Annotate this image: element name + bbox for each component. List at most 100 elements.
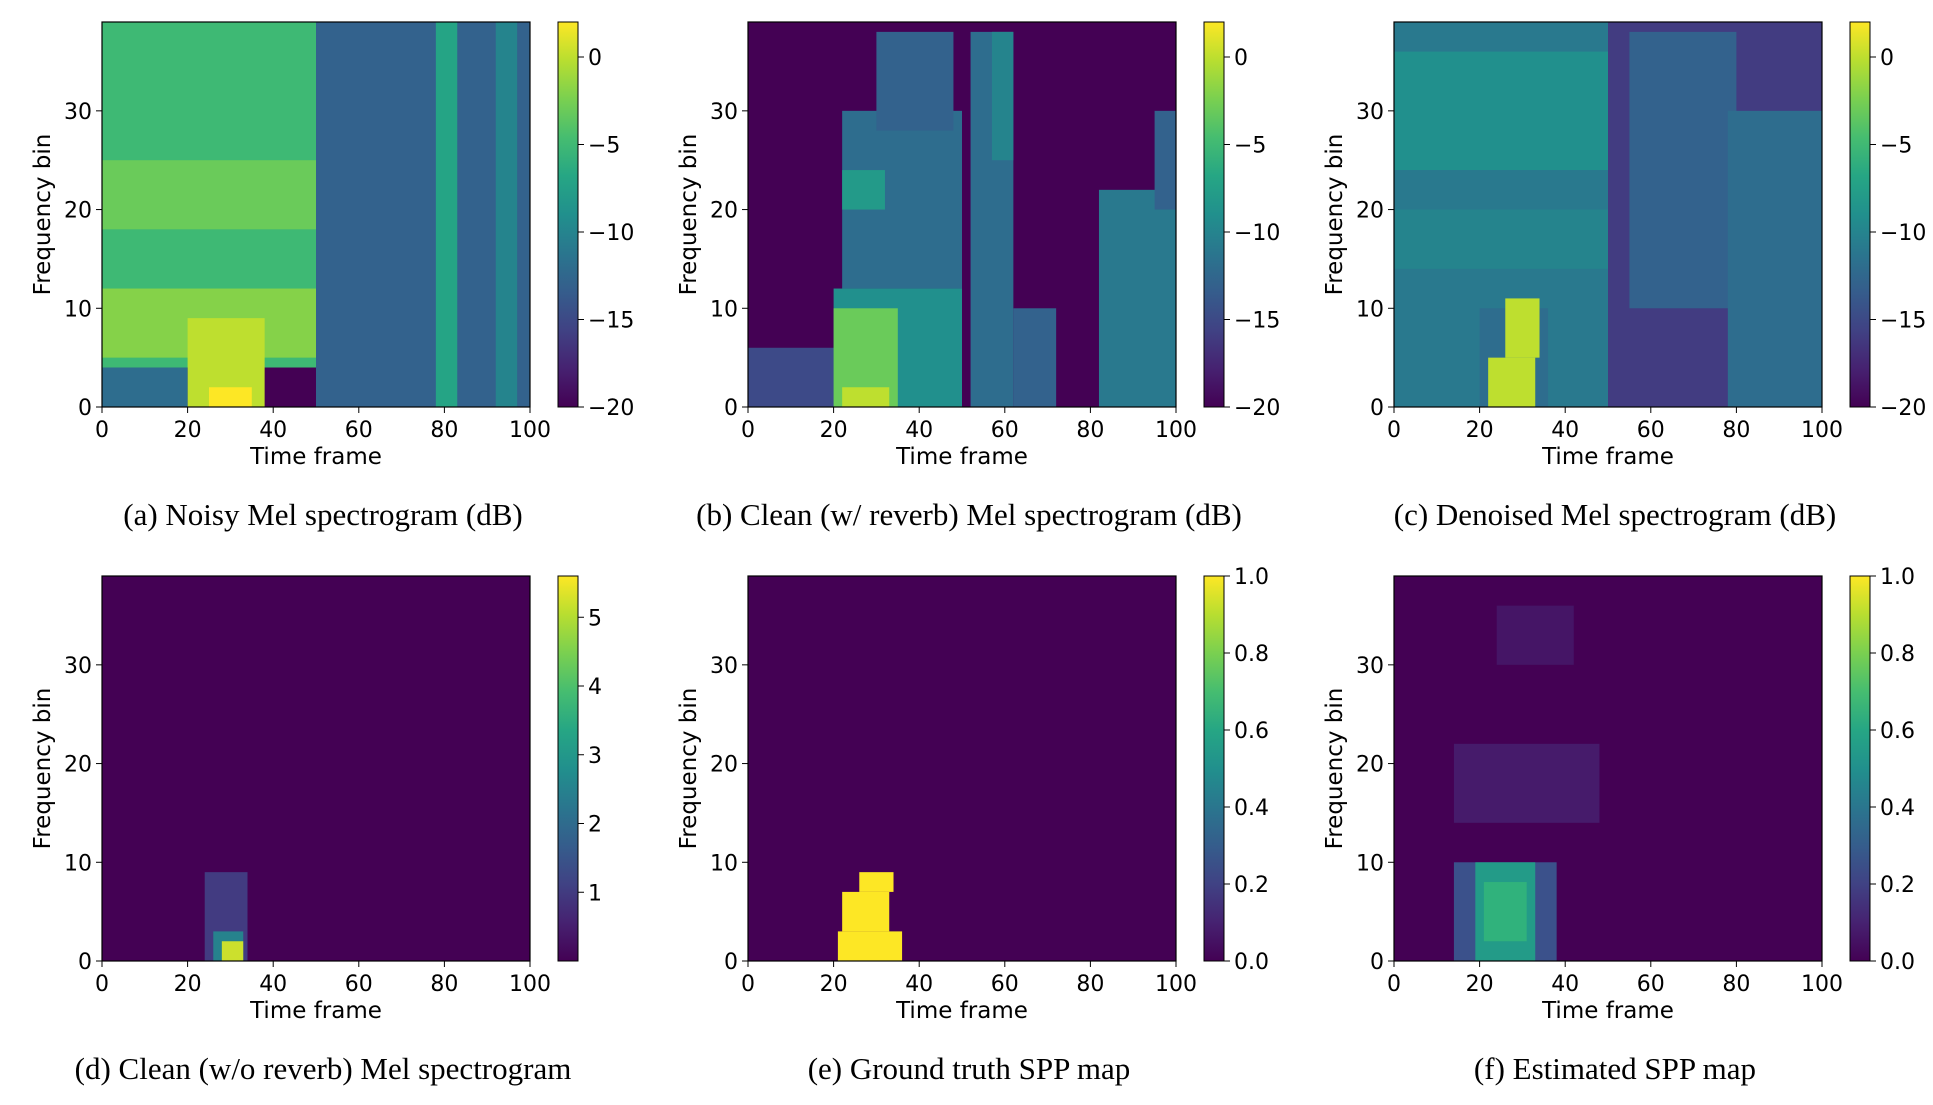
panel-b-region-0 <box>748 347 834 407</box>
panel-a-xtick-label: 40 <box>259 418 287 443</box>
panel-d-ytick-label: 20 <box>64 753 92 778</box>
panel-f-caption: (f) Estimated SPP map <box>1473 1051 1757 1086</box>
panel-d-caption: (d) Clean (w/o reverb) Mel spectrogram <box>74 1051 572 1086</box>
panel-d-xtick-label: 80 <box>430 972 458 997</box>
panel-e-region-1 <box>842 891 890 932</box>
panel-b-axes-frame <box>747 21 1177 408</box>
panel-c-colorbar-tick-label: −20 <box>1880 396 1926 421</box>
panel-c-xtick-label: 100 <box>1801 418 1843 443</box>
panel-c-ytick-label: 20 <box>1356 199 1384 224</box>
panel-e-ytick-label: 20 <box>710 753 738 778</box>
panel-d-colorbar-tick-label: 4 <box>588 675 602 700</box>
panel-a-colorbar <box>557 21 579 408</box>
panel-c-region-2 <box>1394 209 1608 269</box>
panel-b-xtick-label: 20 <box>820 418 848 443</box>
panel-f-chart: 0 20 40 60 80 100 0 10 20 30 Time frame Frequency b… <box>1322 565 1915 1024</box>
panel-e-background <box>748 576 1176 961</box>
panel-f-xtick-label: 40 <box>1551 972 1579 997</box>
panel-a-axes-frame <box>101 21 531 408</box>
panel-f-axes-frame <box>1393 575 1823 962</box>
panel-b-ytick-label: 10 <box>710 297 738 322</box>
panel-b-xtick-label: 80 <box>1076 418 1104 443</box>
panel-e-xtick-label: 80 <box>1076 972 1104 997</box>
panel-f-region-4 <box>1483 882 1527 942</box>
panel-a-xtick-label: 100 <box>509 418 551 443</box>
panel-a-caption: (a) Noisy Mel spectrogram (dB) <box>123 497 523 532</box>
panel-c-ytick-label: 30 <box>1356 100 1384 125</box>
panel-e-colorbar <box>1203 575 1225 962</box>
panel-e-ylabel: Frequency bin <box>676 688 702 850</box>
panel-c-xtick-label: 40 <box>1551 418 1579 443</box>
panel-d-xtick-label: 40 <box>259 972 287 997</box>
panel-b-region-9 <box>1013 308 1057 407</box>
panel-b-region-6 <box>842 170 885 210</box>
panel-a-xtick-label: 0 <box>95 418 109 443</box>
panel-c-region-1 <box>1394 51 1608 171</box>
panel-b-ylabel: Frequency bin <box>676 134 702 296</box>
panel-f-ytick-label: 30 <box>1356 654 1384 679</box>
panel-d-colorbar <box>557 575 579 962</box>
panel-a-xtick-label: 80 <box>430 418 458 443</box>
panel-b-colorbar-tick-label: −20 <box>1234 396 1280 421</box>
panel-b-colorbar-tick-label: −15 <box>1234 309 1280 334</box>
panel-b-region-5 <box>842 387 890 407</box>
panel-c-xtick-label: 20 <box>1466 418 1494 443</box>
panel-b-xtick-label: 100 <box>1155 418 1197 443</box>
panel-c-ytick-label: 0 <box>1370 396 1384 421</box>
panel-b-ytick-label: 30 <box>710 100 738 125</box>
panel-a-colorbar-tick-label: −5 <box>588 134 620 159</box>
panel-a-xtick-label: 60 <box>345 418 373 443</box>
panel-d-colorbar-tick-label: 5 <box>588 606 602 631</box>
panel-e-ytick-label: 30 <box>710 654 738 679</box>
panel-d-xtick-label: 60 <box>345 972 373 997</box>
panel-c-xtick-label: 60 <box>1637 418 1665 443</box>
panel-e-colorbar-tick-label: 0.6 <box>1234 719 1269 744</box>
panel-d-xlabel: Time frame <box>249 998 382 1024</box>
panel-f-ytick-label: 20 <box>1356 753 1384 778</box>
panel-e-region-0 <box>837 931 903 961</box>
panel-f-ytick-label: 0 <box>1370 950 1384 975</box>
panel-f-ylabel: Frequency bin <box>1322 688 1348 850</box>
panel-e-xtick-label: 40 <box>905 972 933 997</box>
panel-d-colorbar-tick-label: 1 <box>588 881 602 906</box>
panel-a-colorbar-tick-label: −10 <box>588 221 634 246</box>
panel-c-region-4 <box>1488 357 1536 407</box>
panel-a-ylabel: Frequency bin <box>30 134 56 296</box>
panel-d-xtick-label: 0 <box>95 972 109 997</box>
panel-a-region-7 <box>435 22 458 407</box>
panel-f-colorbar-tick-label: 0.0 <box>1880 950 1915 975</box>
panel-c-ytick-label: 10 <box>1356 297 1384 322</box>
panel-d-colorbar-tick-label: 3 <box>588 744 602 769</box>
panel-c-colorbar-tick-label: −15 <box>1880 309 1926 334</box>
panel-e-xtick-label: 0 <box>741 972 755 997</box>
panel-e-colorbar-tick-label: 1.0 <box>1234 565 1269 590</box>
panel-f-ytick-label: 10 <box>1356 851 1384 876</box>
panel-e-region-2 <box>859 872 894 892</box>
panel-f-xlabel: Time frame <box>1541 998 1674 1024</box>
panel-d-xtick-label: 100 <box>509 972 551 997</box>
panel-c-xtick-label: 80 <box>1722 418 1750 443</box>
panel-b-colorbar-tick-label: 0 <box>1234 46 1248 71</box>
panel-d-background <box>102 576 530 961</box>
panel-a-ytick-label: 10 <box>64 297 92 322</box>
panel-b-region-10 <box>1098 189 1176 407</box>
panel-c-colorbar <box>1849 21 1871 408</box>
panel-e-ytick-label: 10 <box>710 851 738 876</box>
panel-c-region-5 <box>1505 298 1540 358</box>
panel-e-colorbar-tick-label: 0.8 <box>1234 642 1269 667</box>
panel-d-ytick-label: 10 <box>64 851 92 876</box>
panel-c-axes-frame <box>1393 21 1823 408</box>
panel-d-ylabel: Frequency bin <box>30 688 56 850</box>
panel-c-caption: (c) Denoised Mel spectrogram (dB) <box>1393 497 1837 532</box>
panel-c-colorbar-tick-label: −5 <box>1880 134 1912 159</box>
panel-b-xtick-label: 0 <box>741 418 755 443</box>
panel-c-colorbar-tick-label: −10 <box>1880 221 1926 246</box>
panel-d-chart: 0 20 40 60 80 100 0 10 20 30 Time frame Frequency b… <box>30 575 602 1024</box>
panel-a-colorbar-tick-label: −20 <box>588 396 634 421</box>
panel-c-colorbar-tick-label: 0 <box>1880 46 1894 71</box>
panel-f-xtick-label: 100 <box>1801 972 1843 997</box>
panel-b-xlabel: Time frame <box>895 444 1028 470</box>
panel-f-colorbar-tick-label: 0.8 <box>1880 642 1915 667</box>
panel-b-ytick-label: 0 <box>724 396 738 421</box>
